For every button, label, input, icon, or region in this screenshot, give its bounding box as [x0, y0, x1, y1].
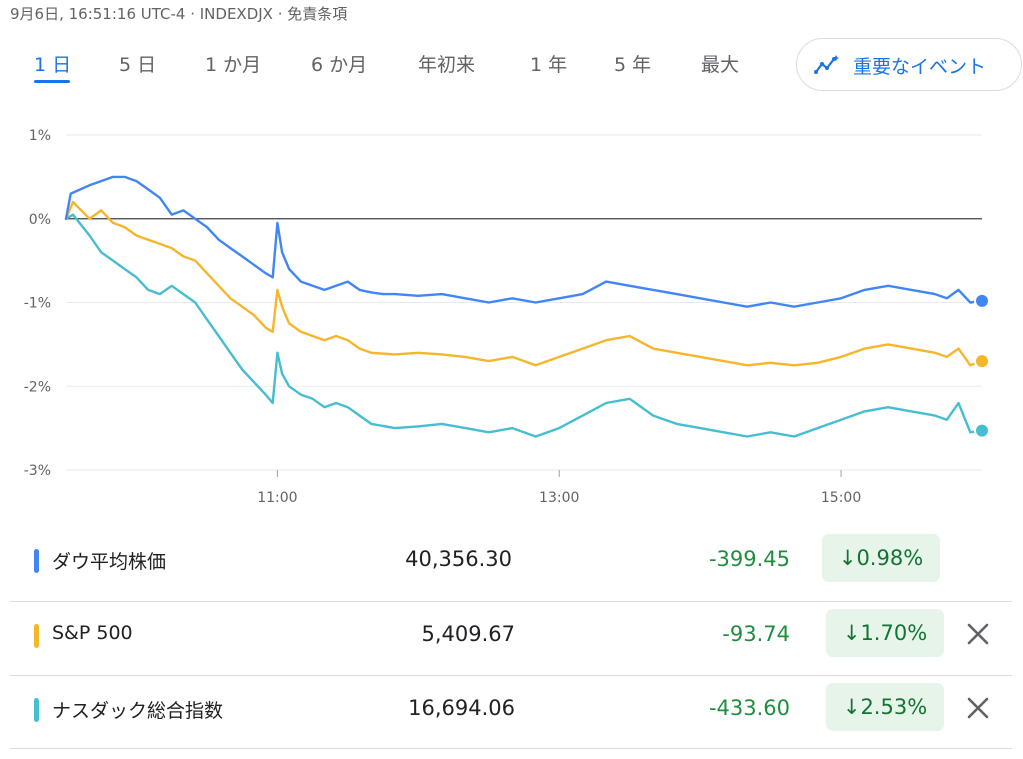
- quote-percent: 0.98%: [856, 546, 924, 570]
- quote-row-dow[interactable]: ダウ平均株価 40,356.30 -399.45 ↓0.98%: [10, 527, 1012, 599]
- tab-max[interactable]: 最大: [701, 54, 740, 76]
- divider: [10, 601, 1012, 602]
- header-meta[interactable]: 9月6日, 16:51:16 UTC-4 · INDEXDJX · 免責条項: [10, 5, 348, 23]
- down-arrow-icon: ↓: [842, 695, 861, 719]
- x-tick-label: 15:00: [821, 490, 861, 506]
- quote-name: ナスダック総合指数: [52, 700, 224, 722]
- quote-row-nasdaq[interactable]: ナスダック総合指数 16,694.06 -433.60 ↓2.53%: [10, 676, 1012, 748]
- quote-price: 40,356.30: [405, 547, 512, 571]
- y-tick-label: -3%: [24, 463, 51, 479]
- quote-change: -399.45: [708, 547, 790, 571]
- active-tab-indicator: [34, 80, 70, 83]
- series-swatch: [34, 549, 39, 573]
- quote-name: ダウ平均株価: [52, 551, 167, 573]
- price-chart[interactable]: 1% 0% -1% -2% -3% 11:00 13:00 15:00: [0, 118, 1023, 518]
- series-line: [64, 213, 984, 438]
- close-icon[interactable]: [962, 618, 994, 650]
- series-swatch: [34, 698, 39, 722]
- y-tick-label: 1%: [29, 128, 51, 144]
- down-arrow-icon: ↓: [838, 546, 857, 570]
- down-arrow-icon: ↓: [842, 621, 861, 645]
- key-events-label: 重要なイベント: [853, 56, 987, 78]
- series-end-point: [974, 422, 990, 439]
- series-swatch: [34, 624, 39, 648]
- quote-price: 16,694.06: [408, 696, 515, 720]
- quote-price: 5,409.67: [421, 622, 515, 646]
- quote-percent-badge: ↓2.53%: [826, 683, 944, 731]
- tab-ytd[interactable]: 年初来: [418, 54, 476, 76]
- range-tabs: 1 日 5 日 1 か月 6 か月 年初来 1 年 5 年 最大: [0, 50, 780, 90]
- tab-6m[interactable]: 6 か月: [311, 54, 368, 76]
- series-end-point: [974, 353, 990, 370]
- x-tick-label: 13:00: [539, 490, 579, 506]
- y-tick-label: -2%: [24, 379, 51, 395]
- tab-5d[interactable]: 5 日: [119, 54, 157, 76]
- x-tick-label: 11:00: [257, 490, 297, 506]
- quote-percent: 1.70%: [860, 621, 928, 645]
- tab-1d[interactable]: 1 日: [34, 54, 72, 76]
- quote-percent: 2.53%: [860, 695, 928, 719]
- y-tick-label: 0%: [29, 212, 51, 228]
- quote-name: S&P 500: [52, 622, 133, 644]
- series-line: [64, 200, 984, 367]
- y-tick-label: -1%: [24, 296, 51, 312]
- close-icon[interactable]: [962, 692, 994, 724]
- quote-percent-badge: ↓1.70%: [826, 609, 944, 657]
- tab-5y[interactable]: 5 年: [614, 54, 652, 76]
- divider: [10, 748, 1012, 749]
- tab-1m[interactable]: 1 か月: [205, 54, 262, 76]
- series-line: [64, 175, 984, 308]
- quote-row-sp500[interactable]: S&P 500 5,409.67 -93.74 ↓1.70%: [10, 602, 1012, 674]
- sparkline-chart-icon: [814, 55, 839, 74]
- tab-1y[interactable]: 1 年: [530, 54, 568, 76]
- series-end-point: [974, 292, 990, 309]
- divider: [10, 675, 1012, 676]
- quote-percent-badge: ↓0.98%: [822, 534, 940, 582]
- key-events-button[interactable]: 重要なイベント: [796, 38, 1022, 91]
- quote-change: -433.60: [708, 696, 790, 720]
- quote-change: -93.74: [722, 622, 790, 646]
